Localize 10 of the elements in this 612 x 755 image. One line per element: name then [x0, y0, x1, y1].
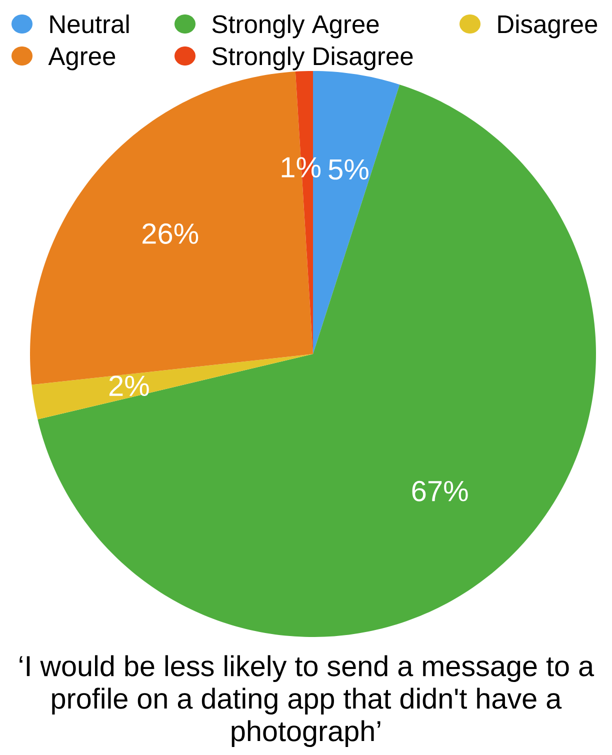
- legend-label: Strongly Agree: [212, 14, 379, 38]
- data-label: 5%: [328, 159, 368, 180]
- legend-label: Strongly Disagree: [212, 46, 413, 70]
- data-label: 67%: [412, 480, 468, 502]
- text: ‘I would be less likely to send a message to a profile on a dating app that didn't have a photograph’: [20, 655, 594, 748]
- legend-label: Neutral: [50, 14, 129, 34]
- data-label: 2%: [109, 376, 149, 396]
- legend-label: Agree: [48, 47, 116, 70]
- data-label: 26%: [142, 223, 198, 244]
- legend-label: Disagree: [498, 14, 598, 38]
